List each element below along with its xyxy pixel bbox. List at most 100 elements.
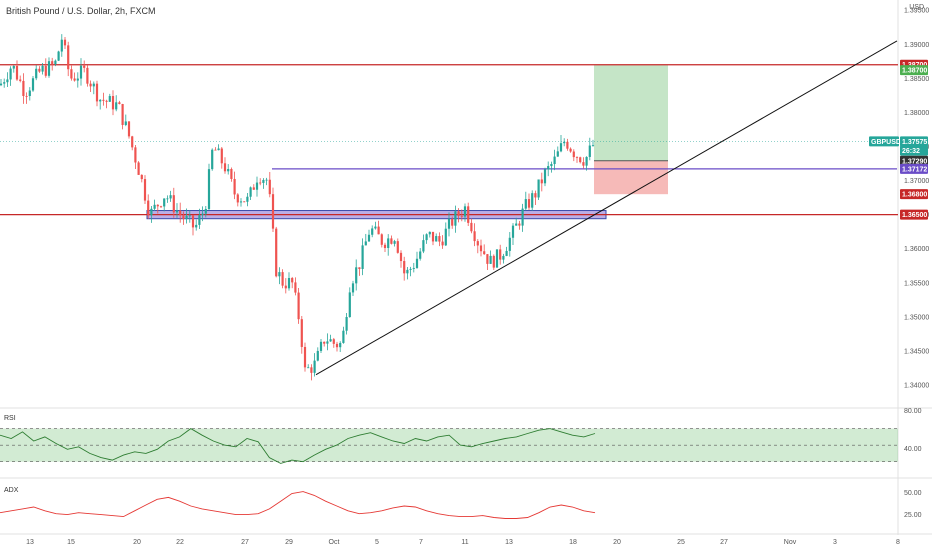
candle-body bbox=[268, 179, 271, 195]
candle-body bbox=[102, 99, 105, 101]
candle-body bbox=[86, 67, 89, 84]
candle-body bbox=[575, 157, 579, 158]
time-tick-label: 18 bbox=[569, 539, 577, 546]
candle-body bbox=[252, 187, 255, 190]
candle-body bbox=[51, 61, 54, 65]
candle-body bbox=[431, 231, 435, 242]
price-tick-label: 1.34500 bbox=[904, 348, 929, 355]
price-badge-label: 1.36500 bbox=[902, 212, 927, 219]
candle-body bbox=[163, 198, 166, 207]
candle-body bbox=[83, 65, 86, 68]
candle-body bbox=[73, 78, 76, 81]
candle-body bbox=[531, 193, 534, 208]
candle-body bbox=[223, 163, 227, 172]
candle-body bbox=[255, 182, 259, 190]
candle-body bbox=[131, 136, 134, 148]
candle-body bbox=[137, 162, 140, 175]
candle-body bbox=[297, 292, 300, 320]
time-tick-label: 13 bbox=[505, 539, 513, 546]
candle-body bbox=[479, 245, 483, 252]
rsi-band bbox=[0, 428, 898, 462]
candle-body bbox=[441, 241, 444, 246]
candle-body bbox=[89, 83, 92, 87]
candle-body bbox=[92, 83, 95, 87]
candle-body bbox=[207, 169, 211, 210]
rsi-label: RSI bbox=[4, 415, 16, 422]
candle-body bbox=[348, 292, 351, 317]
candle-body bbox=[572, 151, 575, 158]
time-tick-label: 27 bbox=[720, 539, 728, 546]
candle-body bbox=[19, 79, 22, 81]
candle-body bbox=[579, 157, 582, 163]
candle-body bbox=[425, 234, 428, 241]
candle-body bbox=[591, 145, 595, 146]
price-badge bbox=[900, 189, 928, 200]
candle-body bbox=[191, 215, 195, 228]
price-badge-label: 1.36800 bbox=[902, 192, 927, 199]
price-tick-label: 1.35000 bbox=[904, 314, 929, 321]
candle-body bbox=[156, 204, 159, 207]
candle-body bbox=[412, 267, 415, 269]
candle-body bbox=[399, 252, 403, 262]
candle-body bbox=[127, 121, 131, 137]
candle-body bbox=[422, 240, 425, 252]
price-tick-label: 1.35500 bbox=[904, 280, 929, 287]
chart-title: British Pound / U.S. Dollar, 2h, FXCM bbox=[6, 6, 156, 16]
candle-body bbox=[281, 272, 284, 286]
rsi-tick-label: 80.00 bbox=[904, 408, 922, 415]
candle-body bbox=[495, 249, 499, 268]
candle-body bbox=[393, 241, 396, 244]
candle-body bbox=[329, 339, 332, 342]
candle-body bbox=[406, 269, 409, 274]
candle-body bbox=[300, 319, 303, 347]
price-tick-label: 1.34000 bbox=[904, 382, 929, 389]
candle-body bbox=[15, 65, 19, 80]
candle-body bbox=[492, 255, 495, 268]
candle-body bbox=[460, 215, 463, 217]
candle-body bbox=[118, 102, 121, 105]
candle-body bbox=[172, 195, 175, 213]
candle-body bbox=[262, 179, 265, 183]
candle-body bbox=[444, 228, 447, 246]
candle-body bbox=[134, 147, 137, 163]
candle-body bbox=[547, 166, 550, 170]
candle-body bbox=[345, 316, 348, 331]
candle-body bbox=[319, 341, 323, 351]
time-tick-label: 20 bbox=[613, 539, 621, 546]
candle-body bbox=[380, 234, 383, 245]
candle-body bbox=[374, 226, 377, 229]
candle-body bbox=[227, 168, 230, 172]
price-badge bbox=[900, 136, 928, 147]
candle-body bbox=[115, 102, 118, 110]
price-tick-label: 1.38000 bbox=[904, 110, 929, 117]
price-badge bbox=[900, 163, 928, 174]
candle-body bbox=[287, 278, 291, 289]
candle-body bbox=[537, 179, 540, 198]
candle-body bbox=[188, 215, 191, 217]
candle-body bbox=[403, 261, 406, 274]
price-tick-label: 1.38500 bbox=[904, 76, 929, 83]
candle-body bbox=[502, 255, 505, 260]
candle-body bbox=[351, 283, 355, 293]
candle-body bbox=[76, 78, 79, 81]
adx-tick-label: 25.00 bbox=[904, 512, 922, 519]
time-tick-label: 5 bbox=[375, 539, 379, 546]
currency-label: USD bbox=[909, 4, 924, 11]
candle-body bbox=[438, 236, 441, 242]
candle-body bbox=[0, 83, 3, 86]
candle-body bbox=[473, 231, 476, 242]
candle-body bbox=[476, 241, 479, 246]
price-badge bbox=[900, 65, 928, 76]
candle-body bbox=[25, 95, 28, 97]
candle-body bbox=[111, 96, 115, 110]
candle-body bbox=[47, 61, 51, 76]
price-tick-label: 1.39000 bbox=[904, 42, 929, 49]
candle-body bbox=[511, 225, 515, 238]
candle-body bbox=[463, 206, 467, 217]
candle-body bbox=[303, 346, 307, 368]
candle-body bbox=[383, 244, 387, 248]
time-tick-label: 13 bbox=[26, 539, 34, 546]
candle-body bbox=[550, 164, 553, 167]
candle-body bbox=[275, 228, 278, 277]
